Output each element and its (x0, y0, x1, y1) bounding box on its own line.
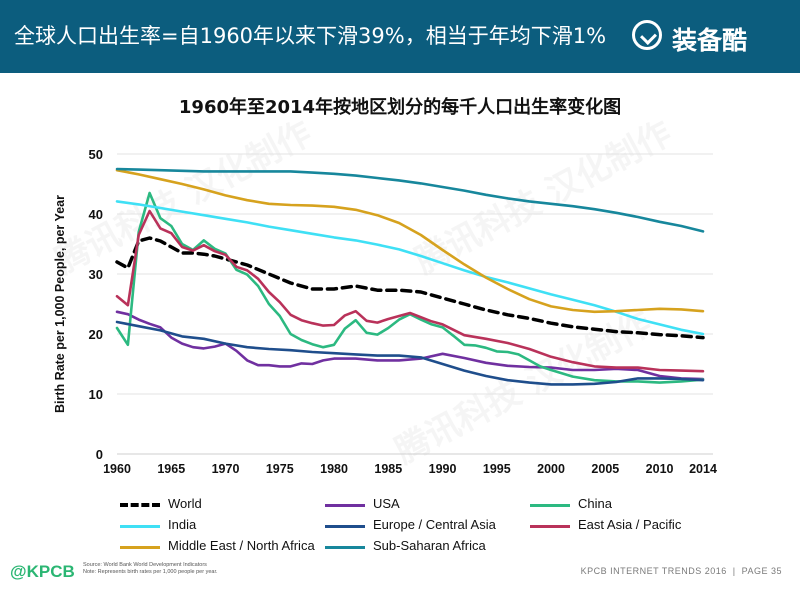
legend-label: Sub-Saharan Africa (373, 538, 486, 553)
series-line-sub-saharan-africa (115, 167, 705, 233)
brand-name: 装备酷 (672, 26, 748, 55)
brand-logo: 装备酷 (632, 12, 782, 60)
legend-swatch (325, 504, 365, 507)
report-name: KPCB INTERNET TRENDS 2016 (580, 566, 727, 576)
y-axis-label: Birth Rate per 1,000 People, per Year (53, 195, 67, 413)
y-tick-label: 30 (89, 267, 103, 282)
legend-swatch (530, 525, 570, 528)
chart-title: 1960年至2014年按地区划分的每千人口出生率变化图 (178, 97, 622, 118)
x-tick-label: 1985 (374, 462, 402, 476)
source-line: Source: World Bank World Development Ind… (83, 562, 207, 568)
x-tick-label: 2010 (646, 462, 674, 476)
y-tick-label: 10 (89, 387, 103, 402)
legend-label: Europe / Central Asia (373, 517, 496, 532)
x-tick-label: 1990 (429, 462, 457, 476)
legend-label: China (578, 496, 612, 511)
x-tick-label: 1960 (103, 462, 131, 476)
legend-swatch (120, 503, 160, 507)
x-tick-label: 2014 (689, 462, 717, 476)
x-tick-label: 2000 (537, 462, 565, 476)
x-tick-label: 1970 (212, 462, 240, 476)
legend-swatch (325, 546, 365, 549)
legend-label: East Asia / Pacific (578, 517, 682, 532)
brand-check-icon (632, 20, 662, 50)
source-note: Source: World Bank World Development Ind… (83, 562, 218, 576)
legend-label: India (168, 517, 197, 532)
legend-label: Middle East / North Africa (168, 538, 315, 553)
y-tick-label: 40 (89, 207, 103, 222)
series-line-europe-central-asia (115, 320, 705, 386)
y-tick-label: 50 (89, 147, 103, 162)
series-line-india (115, 200, 705, 336)
legend-label: World (168, 496, 202, 511)
series-line-middle-east-north-africa (115, 168, 705, 314)
legend-swatch (120, 525, 160, 528)
footer-report: KPCB INTERNET TRENDS 2016 | PAGE 35 (581, 566, 782, 576)
y-tick-label: 0 (96, 447, 103, 462)
slide-title: 全球人口出生率=自1960年以来下滑39%，相当于年均下滑1% (14, 24, 607, 48)
x-tick-label: 1995 (483, 462, 511, 476)
series-line-china (115, 191, 705, 384)
series-line-usa (115, 310, 705, 381)
x-tick-label: 1965 (157, 462, 185, 476)
kpcb-logo: @KPCB (10, 562, 75, 581)
y-tick-label: 20 (89, 327, 103, 342)
legend-label: USA (373, 496, 400, 511)
series-line-east-asia-pacific (115, 209, 705, 373)
x-tick-label: 2005 (591, 462, 619, 476)
page-number: PAGE 35 (741, 566, 782, 576)
legend-swatch (530, 504, 570, 507)
x-tick-label: 1975 (266, 462, 294, 476)
footer-separator: | (732, 566, 736, 576)
note-line: Note: Represents birth rates per 1,000 p… (83, 569, 218, 575)
series-line-world (115, 236, 705, 340)
x-tick-label: 1980 (320, 462, 348, 476)
legend-swatch (325, 525, 365, 528)
legend-swatch (120, 546, 160, 549)
header-bar: 全球人口出生率=自1960年以来下滑39%，相当于年均下滑1% 装备酷 (0, 0, 800, 73)
